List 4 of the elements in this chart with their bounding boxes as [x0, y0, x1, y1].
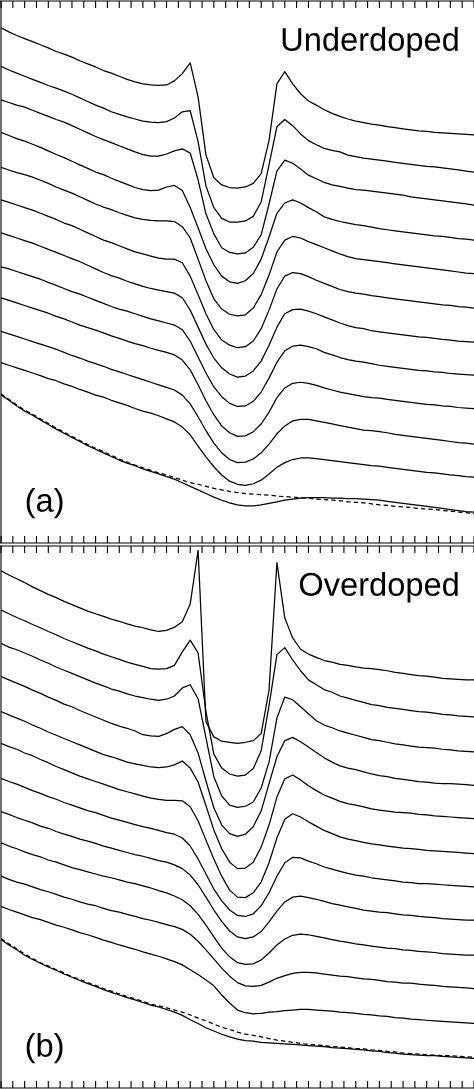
annotation: (b)	[26, 1032, 63, 1064]
text: Overdoped	[299, 572, 458, 603]
annotation: (a)	[26, 487, 63, 519]
chart-title: Underdoped	[282, 27, 458, 58]
